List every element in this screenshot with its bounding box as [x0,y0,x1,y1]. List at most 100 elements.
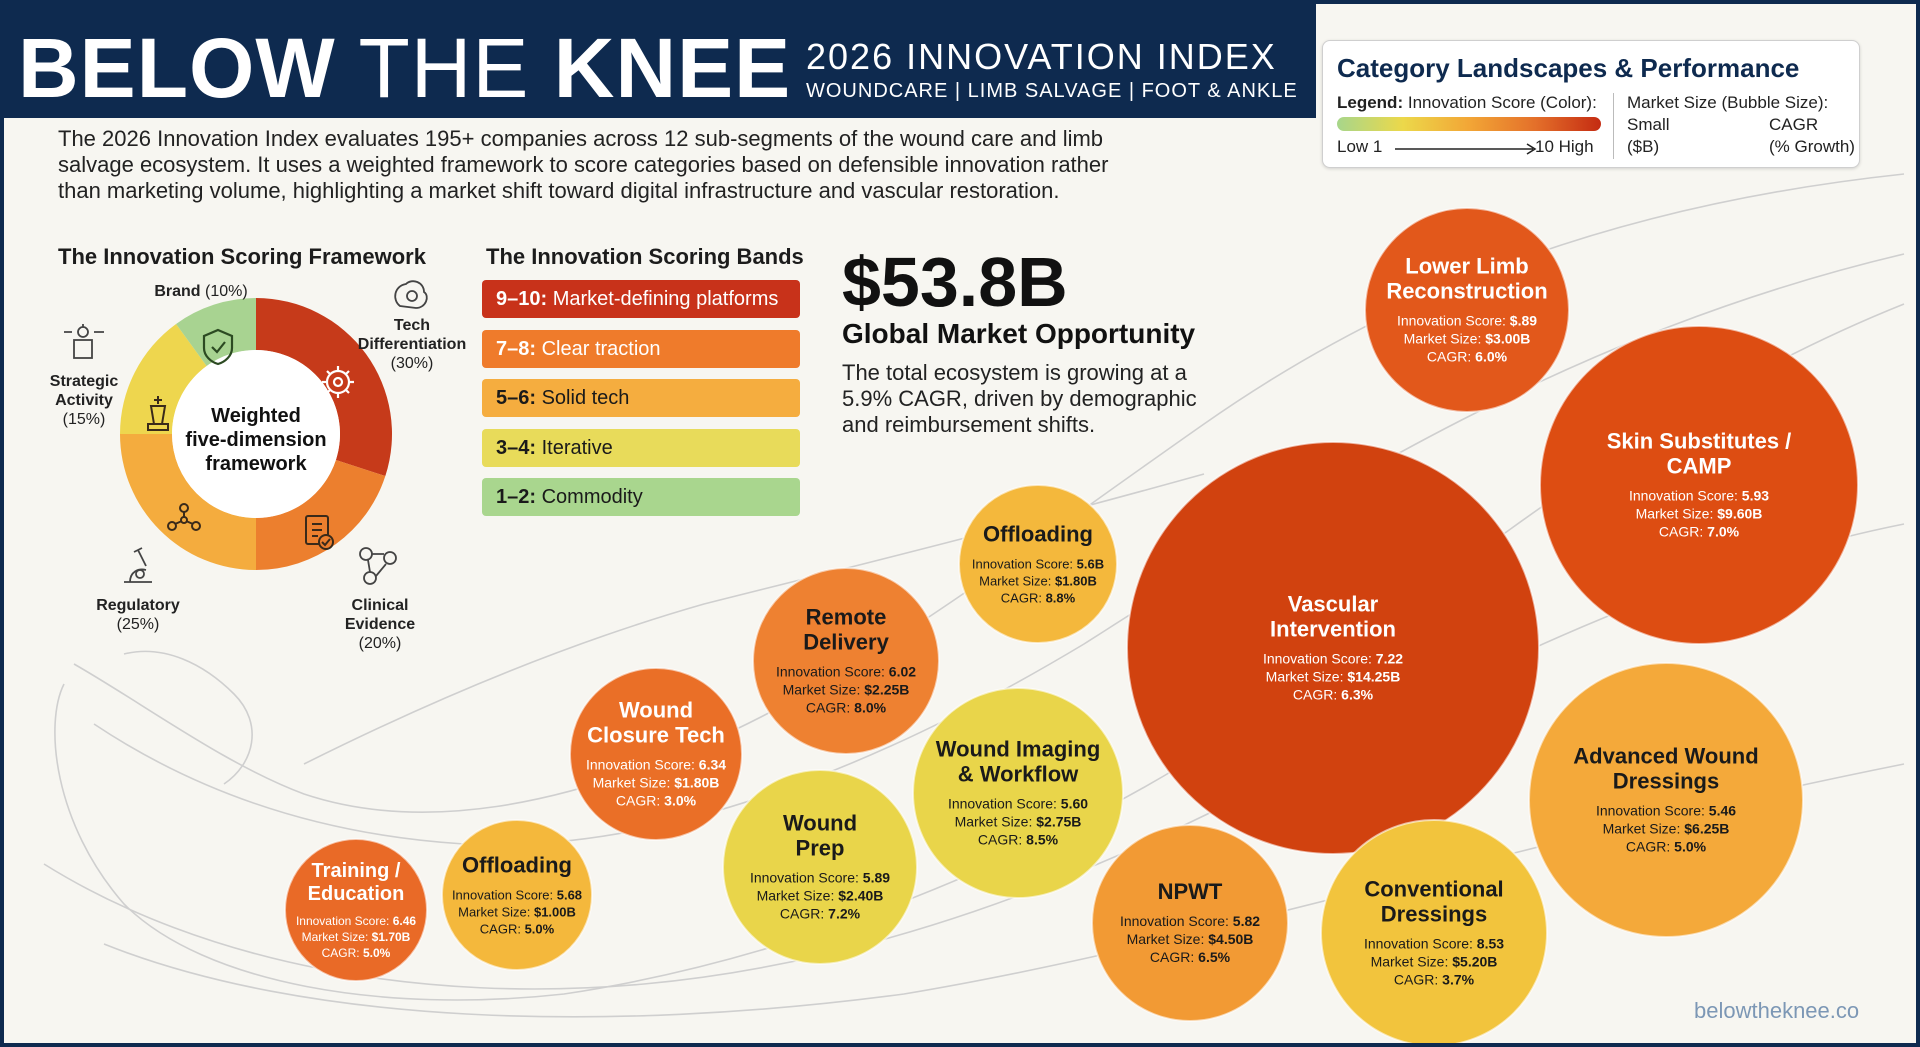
bubble-market-size: Market Size: $1.70B [302,930,411,944]
bubble-offloading: Offloading Innovation Score: 5.68 Market S… [441,819,593,971]
donut-hole [172,350,340,518]
bubble-innovation-score: Innovation Score: 5.46 [1596,803,1736,819]
chess-king-icon [147,396,169,431]
bubble-title: Closure Tech [587,723,725,748]
bubble-title: Intervention [1270,617,1396,642]
bubble-circle [441,819,593,971]
bubble-market-size: Market Size: $2.40B [757,888,884,904]
bubble-cagr: CAGR: 3.7% [1394,972,1475,988]
bubble-cagr: CAGR: 5.0% [1626,839,1707,855]
brand-title: BELOW THE KNEE [18,20,791,116]
legend-size-label: Market Size (Bubble Size): [1627,93,1829,112]
bubble-cagr: CAGR: 5.0% [480,922,555,937]
framework-label-strategic: Strategic Activity (15%) [49,373,119,428]
bubble-title: Wound [619,698,693,723]
bubble-chart: Training /Education Innovation Score: 6.4… [284,207,1859,1043]
bubble-cagr: CAGR: 6.5% [1150,949,1231,965]
bubble-title: Offloading [462,853,572,878]
bubble-title: Training / [312,860,401,882]
brand-word-the: THE [358,21,530,115]
bubble-market-size: Market Size: $5.20B [1371,954,1498,970]
bubble-circle [1539,325,1859,645]
bubble-title: Delivery [803,630,889,655]
bubble-title: Vascular [1288,592,1379,617]
bubble-circle [752,567,940,755]
bubble-cagr: CAGR: 6.0% [1427,349,1508,365]
donut-segment-regulatory [120,434,256,570]
bubble-title: Remote [806,605,887,630]
bubble-cagr: CAGR: 8.5% [978,832,1059,848]
score-band: 3–4: Iterative [482,428,800,467]
bubble-market-size: Market Size: $9.60B [1636,506,1763,522]
bubble-market-size: Market Size: $1.80B [593,775,720,791]
framework-label-brand: Brand (10%) [154,283,248,300]
bubble-innovation-score: Innovation Score: 8.53 [1364,936,1504,952]
bubble-innovation-score: Innovation Score: $.89 [1397,313,1537,329]
bubble-cagr: CAGR: 6.3% [1293,687,1374,703]
footer-website: belowtheknee.co [1694,998,1860,1023]
legend-unit: ($B) [1627,137,1660,156]
bubble-title: Wound [783,811,857,836]
index-title: 2026 INNOVATION INDEX [806,36,1277,77]
bubble-circle [1091,824,1289,1022]
framework-donut: Weighted five-dimension framework [120,298,392,570]
bubble-title: Dressings [1381,902,1487,927]
bubble-market-size: Market Size: $2.25B [783,682,910,698]
bubble-npwt: NPWT Innovation Score: 5.82 Market Size: $… [1091,824,1289,1022]
bubble-innovation-score: Innovation Score: 7.22 [1263,651,1403,667]
bubble-cagr: CAGR: 5.0% [322,946,391,960]
market-description: The total ecosystem is growing at a 5.9%… [842,360,1197,437]
bubble-title: Skin Substitutes / [1607,429,1792,454]
clinical-chart-icon [359,547,397,585]
network-icon [167,503,201,531]
market-value: $53.8B [842,243,1068,321]
legend-small: Small [1627,115,1670,134]
shield-check-icon [202,328,234,366]
donut-center-line-2: five-dimension [185,429,326,451]
bubble-offloading: Offloading Innovation Score: 5.6B Market S… [958,484,1118,644]
infographic: BELOW THE KNEE 2026 INNOVATION INDEX WOU… [4,4,1916,1043]
framework-title: The Innovation Scoring Framework [58,244,426,269]
bubble-title: Education [308,883,405,905]
bubble-innovation-score: Innovation Score: 5.60 [948,796,1088,812]
score-band: 1–2: Commodity [482,478,800,516]
bubble-innovation-score: Innovation Score: 6.34 [586,757,726,773]
bubble-title: Conventional [1364,877,1503,902]
bubble-innovation-score: Innovation Score: 5.68 [452,888,582,903]
legend-arrow-icon [1395,143,1537,155]
brand-word-knee: KNEE [553,21,792,115]
market-label: Global Market Opportunity [842,318,1196,349]
bubble-circle [284,838,428,982]
bubble-market-size: Market Size: $14.25B [1266,669,1401,685]
bubble-cagr: CAGR: 7.2% [780,906,861,922]
brain-gear-icon [394,280,428,309]
legend-box: Category Landscapes & Performance Legend… [1322,40,1860,168]
bubble-circle [958,484,1118,644]
bubble-innovation-score: Innovation Score: 5.82 [1120,913,1260,929]
clipboard-check-icon [305,515,334,550]
donut-center-line-1: Weighted [211,405,301,427]
bubble-innovation-score: Innovation Score: 6.46 [296,914,416,928]
donut-center-line-3: framework [205,453,307,475]
legend-title: Category Landscapes & Performance [1337,53,1800,83]
framework-label-tech: Tech Differentiation (30%) [357,317,467,372]
bubble-title: Prep [796,836,845,861]
bubble-innovation-score: Innovation Score: 6.02 [776,664,916,680]
bubble-innovation-score: Innovation Score: 5.89 [750,870,890,886]
bubble-circle [1528,662,1804,938]
bubble-title: Offloading [983,522,1093,547]
bubble-cagr: CAGR: 8.8% [1001,591,1076,606]
bubble-circle [1364,207,1570,413]
score-band: 7–8: Clear traction [482,329,800,368]
legend-color-label: Legend: Innovation Score (Color): [1337,93,1597,112]
bands-title: The Innovation Scoring Bands [486,244,804,269]
strategy-pin-icon [64,324,104,359]
bubble-cagr: CAGR: 8.0% [806,700,887,716]
bubble-market-size: Market Size: $6.25B [1603,821,1730,837]
legend-color-gradient [1337,117,1601,131]
